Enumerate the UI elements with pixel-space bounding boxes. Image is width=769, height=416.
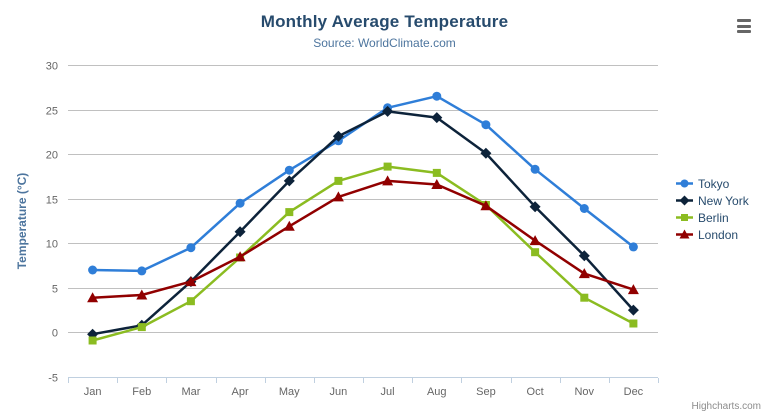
legend-label: New York: [698, 193, 749, 208]
data-point-marker[interactable]: [186, 243, 196, 253]
y-axis-label: 15: [46, 195, 58, 207]
x-axis-label: Mar: [181, 386, 200, 398]
circle-marker-icon: [676, 179, 693, 188]
diamond-marker-icon: [676, 195, 693, 206]
data-point-marker[interactable]: [235, 198, 245, 208]
data-point-marker[interactable]: [136, 289, 148, 300]
data-point-marker[interactable]: [530, 164, 540, 174]
y-gridlines: [68, 65, 658, 378]
data-point-marker[interactable]: [332, 191, 344, 202]
x-axis-ticks: [68, 378, 659, 383]
data-point-marker[interactable]: [627, 304, 639, 316]
y-axis-label: 5: [52, 284, 58, 296]
x-axis-label: Jun: [330, 386, 348, 398]
series-line: [91, 94, 635, 273]
x-axis-labels: Jan Feb Mar Apr May Jun Jul Aug Sep Oct Nov Dec: [84, 386, 644, 398]
data-point-marker[interactable]: [283, 220, 295, 231]
x-axis-label: Jul: [381, 386, 395, 398]
y-axis-title: Temperature (°C): [15, 172, 29, 270]
data-point-marker[interactable]: [234, 226, 246, 238]
x-axis-label: Nov: [574, 386, 594, 398]
triangle-marker-icon: [676, 229, 693, 239]
y-axis-label: 30: [46, 61, 58, 73]
data-point-marker[interactable]: [284, 165, 294, 175]
legend-item-london[interactable]: London: [676, 227, 749, 242]
data-point-marker[interactable]: [481, 120, 491, 130]
data-point-marker[interactable]: [578, 250, 590, 262]
data-point-marker[interactable]: [531, 248, 540, 257]
data-point-marker[interactable]: [579, 204, 589, 213]
export-menu-button[interactable]: [735, 17, 755, 35]
data-point-marker[interactable]: [529, 201, 541, 213]
series-new-york: [87, 105, 639, 340]
square-marker-icon: [676, 214, 693, 221]
data-point-marker: [679, 195, 690, 206]
y-axis-label: 25: [46, 106, 58, 118]
legend-label: Berlin: [698, 210, 729, 225]
chart-subtitle: Source: WorldClimate.com: [313, 36, 456, 50]
x-axis-label: Dec: [624, 386, 644, 398]
data-point-marker[interactable]: [578, 268, 590, 279]
data-point-marker[interactable]: [629, 319, 638, 328]
data-point-marker[interactable]: [382, 175, 394, 186]
data-point-marker[interactable]: [431, 112, 443, 124]
data-point-marker[interactable]: [334, 176, 343, 185]
series-tokyo: [88, 91, 638, 276]
data-point-marker[interactable]: [285, 208, 294, 217]
x-axis-label: Sep: [476, 386, 496, 398]
data-point-marker[interactable]: [283, 175, 295, 187]
series-line: [91, 110, 635, 336]
data-point-marker[interactable]: [432, 91, 442, 101]
x-axis-label: Feb: [132, 386, 151, 398]
hamburger-menu-icon: [737, 19, 751, 22]
chart-title: Monthly Average Temperature: [260, 12, 509, 31]
data-point-marker[interactable]: [137, 323, 146, 332]
data-point-marker[interactable]: [480, 200, 492, 211]
data-point-marker: [681, 214, 688, 221]
data-point-marker[interactable]: [432, 168, 441, 177]
data-point-marker[interactable]: [628, 242, 638, 252]
legend-item-new-york[interactable]: New York: [676, 193, 749, 208]
y-axis-label: -5: [48, 373, 58, 385]
series-line: [91, 165, 635, 342]
data-point-marker[interactable]: [185, 276, 197, 287]
data-point-marker[interactable]: [332, 130, 344, 142]
hamburger-menu-icon: [737, 24, 751, 28]
legend-label: Tokyo: [698, 176, 730, 191]
legend-label: London: [698, 227, 739, 242]
x-axis-label: Aug: [427, 386, 447, 398]
data-point-marker[interactable]: [87, 292, 99, 303]
data-point-marker[interactable]: [88, 336, 97, 345]
data-point-marker[interactable]: [627, 284, 639, 295]
highcharts-credit[interactable]: Highcharts.com: [691, 401, 761, 412]
legend-item-berlin[interactable]: Berlin: [676, 210, 749, 225]
x-axis-label: Jan: [84, 386, 102, 398]
data-point-marker[interactable]: [382, 105, 394, 117]
legend-item-tokyo[interactable]: Tokyo: [676, 176, 749, 191]
y-axis-label: 0: [52, 328, 58, 340]
series-line: [91, 179, 635, 299]
data-point-marker[interactable]: [431, 179, 443, 189]
x-axis-label: Oct: [527, 386, 544, 398]
x-axis-label: May: [279, 386, 300, 398]
y-axis-label: 10: [46, 239, 58, 251]
x-axis-label: Apr: [232, 386, 249, 398]
y-axis-labels: -5 0 5 10 15 20 25 30: [46, 61, 58, 385]
y-axis-label: 20: [46, 150, 58, 162]
data-point-marker[interactable]: [529, 235, 541, 246]
data-point-marker[interactable]: [383, 162, 392, 171]
data-point-marker[interactable]: [186, 297, 195, 306]
data-point-marker: [679, 229, 690, 239]
data-point-marker[interactable]: [480, 147, 492, 159]
data-point-marker[interactable]: [88, 265, 98, 275]
hamburger-menu-icon: [737, 30, 751, 33]
data-point-marker: [680, 179, 689, 188]
data-point-marker[interactable]: [580, 293, 589, 302]
data-point-marker[interactable]: [234, 251, 246, 262]
series-london: [87, 175, 639, 303]
data-point-marker[interactable]: [137, 266, 147, 276]
legend: Tokyo New York Berlin London: [676, 176, 749, 242]
